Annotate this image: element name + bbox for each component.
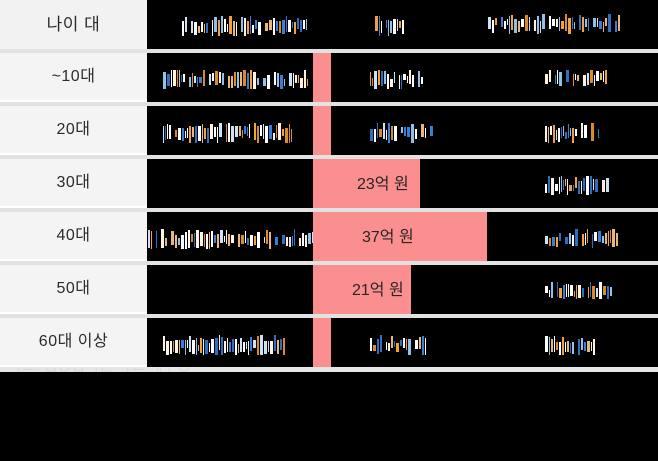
cell-count-glitched — [163, 123, 293, 143]
footer-blank-area — [0, 376, 658, 461]
bar-age-30s — [313, 159, 420, 209]
table-row[interactable]: 50대 — [0, 265, 658, 315]
cell-age-group: 50대 — [0, 265, 147, 315]
bar-label-50s: 21억 원 — [352, 282, 404, 299]
table-row[interactable]: 30대 — [0, 159, 658, 209]
row-separator — [0, 49, 658, 53]
cell-age-group: 40대 — [0, 212, 147, 262]
header-label-age: 나이 대 — [46, 15, 101, 34]
header-label-ratio-glitched — [488, 14, 621, 34]
table-row[interactable]: 20대 — [0, 106, 658, 156]
age-group-label: 40대 — [56, 226, 91, 244]
cell-count-glitched — [163, 70, 309, 89]
bar-age-20s — [313, 106, 331, 156]
cell-age-group: ~10대 — [0, 53, 147, 103]
bottom-caption-clip: 자료: 금융감독원 자료 재구성 — [0, 368, 410, 376]
cell-age-group: 60대 이상 — [0, 318, 147, 368]
bar-age-under10 — [313, 53, 331, 103]
cell-ratio-glitched — [545, 176, 610, 195]
age-group-label: 60대 이상 — [38, 332, 109, 350]
age-group-label: 20대 — [56, 120, 91, 138]
cell-ratio-glitched — [545, 70, 608, 86]
bar-age-60plus — [313, 318, 331, 368]
cell-amount-glitched — [370, 123, 434, 143]
row-separator — [0, 314, 658, 318]
table-row[interactable]: 60대 이상 — [0, 318, 658, 368]
header-cell-age: 나이 대 — [0, 0, 147, 52]
row-separator — [0, 208, 658, 212]
age-group-label: ~10대 — [51, 67, 96, 85]
table-row[interactable]: 40대 — [0, 212, 658, 262]
table-row[interactable]: ~10대 — [0, 53, 658, 103]
cell-amount-glitched — [370, 70, 424, 89]
bar-label-40s: 37억 원 — [362, 229, 414, 246]
age-group-label: 50대 — [56, 279, 91, 297]
bar-label-30s: 23억 원 — [357, 176, 409, 193]
table-header-row: 나이 대 — [0, 0, 658, 52]
bar-age-40s — [313, 212, 487, 262]
cell-count-glitched — [163, 335, 286, 355]
age-group-table: 나이 대 ~10대 20대 — [0, 0, 658, 376]
row-separator — [0, 367, 658, 372]
bottom-caption-text: 자료: 금융감독원 자료 재구성 — [8, 368, 190, 373]
cell-ratio-glitched — [545, 282, 613, 299]
row-separator — [0, 102, 658, 106]
cell-age-group: 20대 — [0, 106, 147, 156]
row-separator — [0, 155, 658, 159]
age-group-label: 30대 — [56, 173, 91, 191]
header-label-amount-glitched — [375, 16, 405, 36]
header-label-count-glitched — [182, 16, 308, 36]
cell-ratio-glitched — [545, 123, 600, 143]
cell-ratio-glitched — [545, 229, 619, 248]
cell-ratio-glitched — [545, 335, 596, 355]
row-separator — [0, 261, 658, 265]
bar-age-50s — [313, 265, 411, 315]
cell-amount-glitched — [370, 335, 427, 355]
cell-age-group: 30대 — [0, 159, 147, 209]
